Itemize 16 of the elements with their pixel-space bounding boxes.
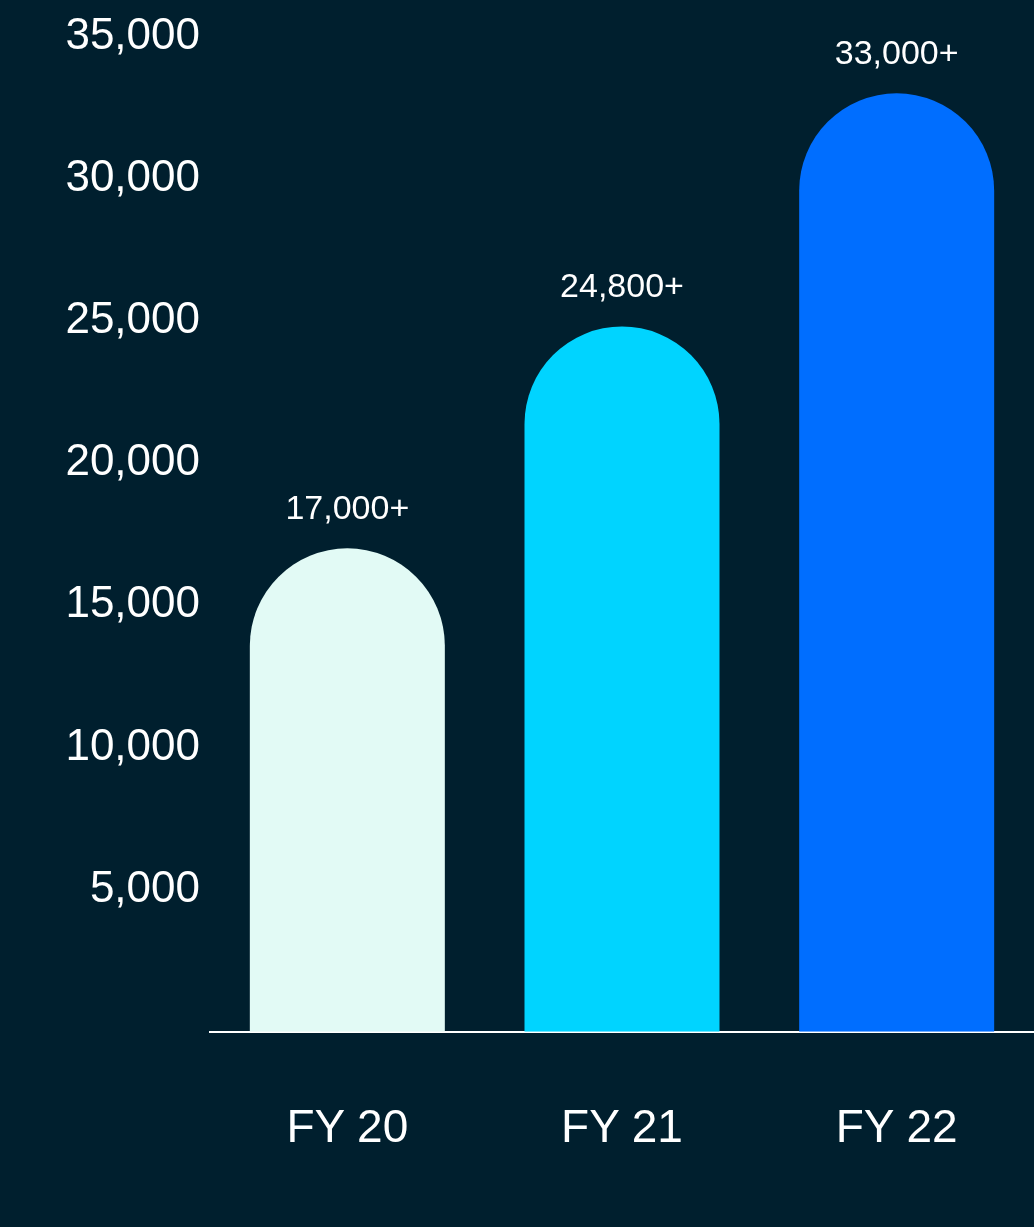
y-tick-label: 25,000 xyxy=(65,292,200,342)
y-tick-label: 10,000 xyxy=(65,719,200,769)
data-label: 33,000+ xyxy=(834,32,959,71)
bar xyxy=(249,548,445,1032)
x-tick-label: FY 22 xyxy=(835,1100,958,1153)
y-tick-label: 30,000 xyxy=(65,150,200,200)
y-tick-label: 15,000 xyxy=(65,577,200,627)
bar xyxy=(799,93,995,1032)
y-tick-label: 20,000 xyxy=(65,435,200,485)
data-label: 24,800+ xyxy=(560,265,684,304)
data-label: 17,000+ xyxy=(285,487,410,526)
x-tick-label: FY 21 xyxy=(561,1100,683,1153)
bar xyxy=(524,326,720,1032)
y-tick-label: 5,000 xyxy=(89,861,200,911)
x-tick-label: FY 20 xyxy=(286,1100,409,1153)
y-tick-label: 35,000 xyxy=(65,8,200,58)
